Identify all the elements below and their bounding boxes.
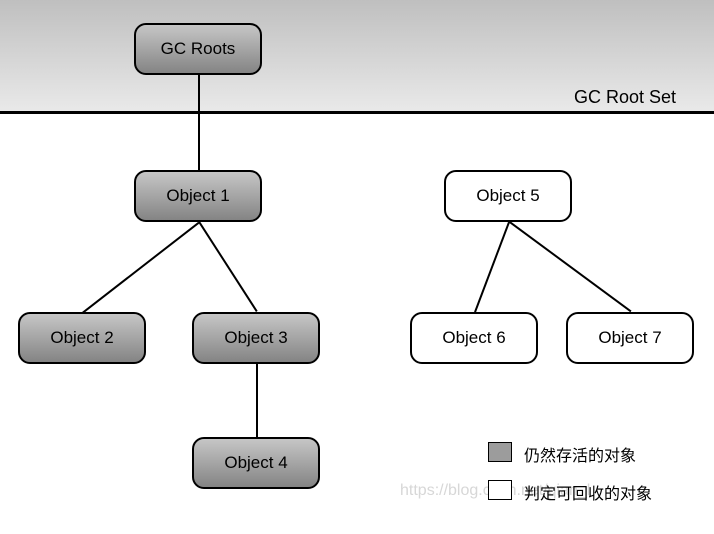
node-label: Object 5 — [476, 186, 539, 206]
node-o7: Object 7 — [566, 312, 694, 364]
edge-o1-o3 — [198, 221, 258, 312]
node-label: Object 2 — [50, 328, 113, 348]
region-label: GC Root Set — [574, 87, 676, 108]
node-label: Object 1 — [166, 186, 229, 206]
edge-o3-o4 — [256, 364, 258, 437]
edge-o5-o6 — [474, 222, 510, 313]
edge-root-o1 — [198, 75, 200, 170]
node-o1: Object 1 — [134, 170, 262, 222]
node-label: Object 6 — [442, 328, 505, 348]
node-label: GC Roots — [161, 39, 236, 59]
node-label: Object 3 — [224, 328, 287, 348]
node-root: GC Roots — [134, 23, 262, 75]
node-o6: Object 6 — [410, 312, 538, 364]
node-label: Object 7 — [598, 328, 661, 348]
region-divider — [0, 111, 714, 114]
node-o2: Object 2 — [18, 312, 146, 364]
edge-o5-o7 — [508, 220, 631, 312]
legend-label-0: 仍然存活的对象 — [524, 442, 636, 466]
node-o5: Object 5 — [444, 170, 572, 222]
legend-swatch-0 — [488, 442, 512, 462]
node-o3: Object 3 — [192, 312, 320, 364]
node-o4: Object 4 — [192, 437, 320, 489]
legend-label-1: 判定可回收的对象 — [524, 480, 652, 504]
node-label: Object 4 — [224, 453, 287, 473]
edge-o1-o2 — [82, 222, 199, 314]
legend-swatch-1 — [488, 480, 512, 500]
